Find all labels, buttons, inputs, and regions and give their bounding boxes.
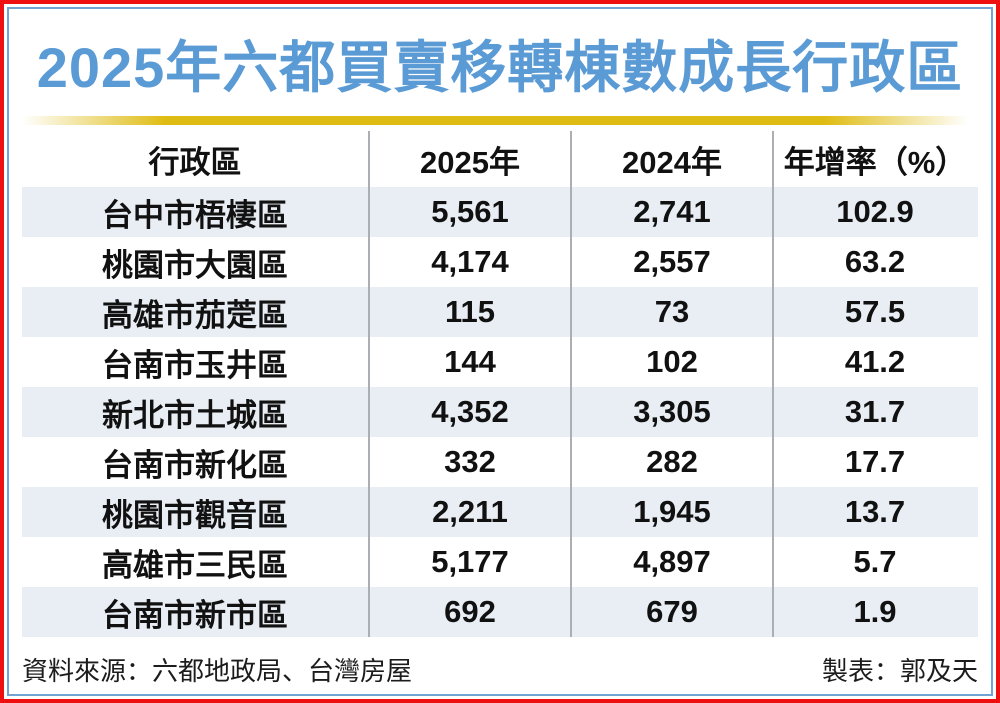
header-2025: 2025年 (370, 131, 572, 187)
district-cell: 桃園市大園區 (22, 237, 370, 287)
yoy-cell: 63.2 (844, 244, 906, 279)
header-2024: 2024年 (572, 131, 774, 187)
value-2024-cell: 2,741 (572, 187, 774, 237)
infographic-panel: 2025年六都買賣移轉棟數成長行政區 行政區 2025年 2024年 年增率（%… (7, 7, 993, 696)
table-row: 台南市新市區 692 679 1.9 (22, 587, 978, 637)
district-cell: 高雄市茄萣區 (22, 287, 370, 337)
table-row: 高雄市茄萣區 115 73 57.5 (22, 287, 978, 337)
page-title: 2025年六都買賣移轉棟數成長行政區 (36, 36, 964, 99)
value-2025-cell: 692 (370, 587, 572, 637)
value-2025-cell: 4,352 (370, 387, 572, 437)
district-cell: 高雄市三民區 (22, 537, 370, 587)
data-table: 行政區 2025年 2024年 年增率（%） 台中市梧棲區 5,561 2,74… (22, 131, 978, 637)
table-row: 高雄市三民區 5,177 4,897 5.7 (22, 537, 978, 587)
table-row: 桃園市大園區 4,174 2,557 63.2 (22, 237, 978, 287)
value-2024-cell: 282 (572, 437, 774, 487)
district-cell: 台南市新化區 (22, 437, 370, 487)
yoy-cell: 17.7 (844, 444, 906, 479)
value-2025-cell: 2,211 (370, 487, 572, 537)
yoy-cell: 5.7 (853, 544, 897, 579)
district-cell: 台南市新市區 (22, 587, 370, 637)
yoy-cell: 1.9 (853, 594, 897, 629)
table-row: 台中市梧棲區 5,561 2,741 102.9 (22, 187, 978, 237)
yoy-cell: 57.5 (844, 294, 906, 329)
value-2024-cell: 102 (572, 337, 774, 387)
value-2025-cell: 5,561 (370, 187, 572, 237)
table-row: 台南市新化區 332 282 17.7 (22, 437, 978, 487)
value-2025-cell: 5,177 (370, 537, 572, 587)
value-2024-cell: 3,305 (572, 387, 774, 437)
table-row: 新北市土城區 4,352 3,305 31.7 (22, 387, 978, 437)
value-2024-cell: 2,557 (572, 237, 774, 287)
yoy-cell: 41.2 (844, 344, 906, 379)
source-note: 資料來源：六都地政局、台灣房屋 (22, 656, 413, 686)
district-cell: 台南市玉井區 (22, 337, 370, 387)
district-cell: 新北市土城區 (22, 387, 370, 437)
district-cell: 桃園市觀音區 (22, 487, 370, 537)
yoy-cell: 31.7 (844, 394, 906, 429)
value-2025-cell: 332 (370, 437, 572, 487)
value-2024-cell: 73 (572, 287, 774, 337)
table-header-row: 行政區 2025年 2024年 年增率（%） (22, 131, 978, 187)
value-2024-cell: 679 (572, 587, 774, 637)
table-row: 台南市玉井區 144 102 41.2 (22, 337, 978, 387)
value-2024-cell: 1,945 (572, 487, 774, 537)
district-cell: 台中市梧棲區 (22, 187, 370, 237)
header-yoy: 年增率（%） (783, 144, 967, 180)
table-row: 桃園市觀音區 2,211 1,945 13.7 (22, 487, 978, 537)
value-2025-cell: 4,174 (370, 237, 572, 287)
title-divider-bar (22, 116, 978, 125)
yoy-cell: 13.7 (844, 494, 906, 529)
header-district: 行政區 (22, 131, 370, 187)
value-2025-cell: 144 (370, 337, 572, 387)
yoy-cell: 102.9 (836, 194, 914, 229)
footer: 資料來源：六都地政局、台灣房屋 製表：郭及天 (22, 651, 978, 688)
value-2025-cell: 115 (370, 287, 572, 337)
value-2024-cell: 4,897 (572, 537, 774, 587)
credit-note: 製表：郭及天 (821, 656, 978, 686)
